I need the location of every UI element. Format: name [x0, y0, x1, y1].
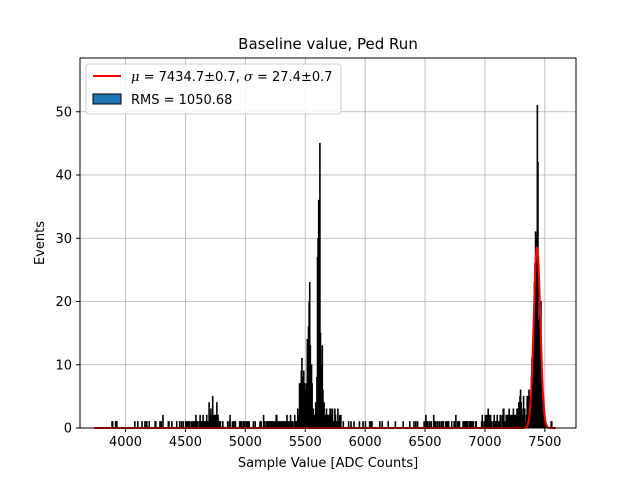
- y-tick-label: 10: [55, 358, 72, 373]
- histogram-bar: [202, 414, 204, 429]
- histogram-bars: [111, 104, 553, 429]
- chart-title: Baseline value, Ped Run: [238, 35, 418, 53]
- legend-hist-swatch: [92, 93, 122, 105]
- y-tick-label: 50: [55, 105, 72, 120]
- histogram-bar: [499, 414, 502, 429]
- x-tick-label: 4500: [169, 435, 202, 450]
- histogram-bar: [340, 414, 342, 429]
- x-axis-ticks: 4000 4500 5000 5500 6000 6500 7000 7500: [109, 428, 561, 450]
- y-axis-ticks: 0 10 20 30 40 50: [55, 105, 80, 437]
- x-tick-label: 7000: [468, 435, 501, 450]
- plot-frame: [79, 57, 577, 429]
- histogram-bar: [217, 414, 219, 429]
- x-axis-label: Sample Value [ADC Counts]: [238, 456, 418, 471]
- legend-box: [85, 63, 342, 115]
- y-tick-label: 20: [55, 295, 72, 310]
- y-axis-label: Events: [33, 221, 48, 265]
- legend: μ = 7434.7±0.7, σ = 27.4±0.7 RMS = 1050.…: [85, 63, 342, 115]
- y-tick-label: 30: [55, 232, 72, 247]
- y-tick-label: 0: [64, 422, 72, 437]
- legend-fit-label: μ = 7434.7±0.7, σ = 27.4±0.7: [131, 70, 333, 85]
- x-tick-label: 7500: [528, 435, 561, 450]
- histogram-bar: [425, 414, 427, 429]
- histogram-bar: [229, 414, 231, 429]
- x-tick-label: 6000: [349, 435, 382, 450]
- histogram-bar: [455, 414, 457, 429]
- x-tick-label: 6500: [408, 435, 441, 450]
- y-tick-label: 40: [55, 169, 72, 184]
- histogram-bar: [162, 414, 164, 429]
- histogram-bar: [325, 408, 328, 429]
- histogram-bar: [334, 414, 337, 429]
- histogram-bar: [503, 408, 505, 429]
- x-tick-label: 4000: [109, 435, 142, 450]
- legend-hist-label: RMS = 1050.68: [131, 93, 232, 108]
- x-tick-label: 5500: [289, 435, 322, 450]
- histogram-bar: [432, 414, 435, 429]
- histogram-bar: [286, 414, 288, 429]
- histogram-bar: [485, 414, 488, 429]
- histogram-bar: [323, 414, 326, 429]
- x-tick-label: 5000: [229, 435, 262, 450]
